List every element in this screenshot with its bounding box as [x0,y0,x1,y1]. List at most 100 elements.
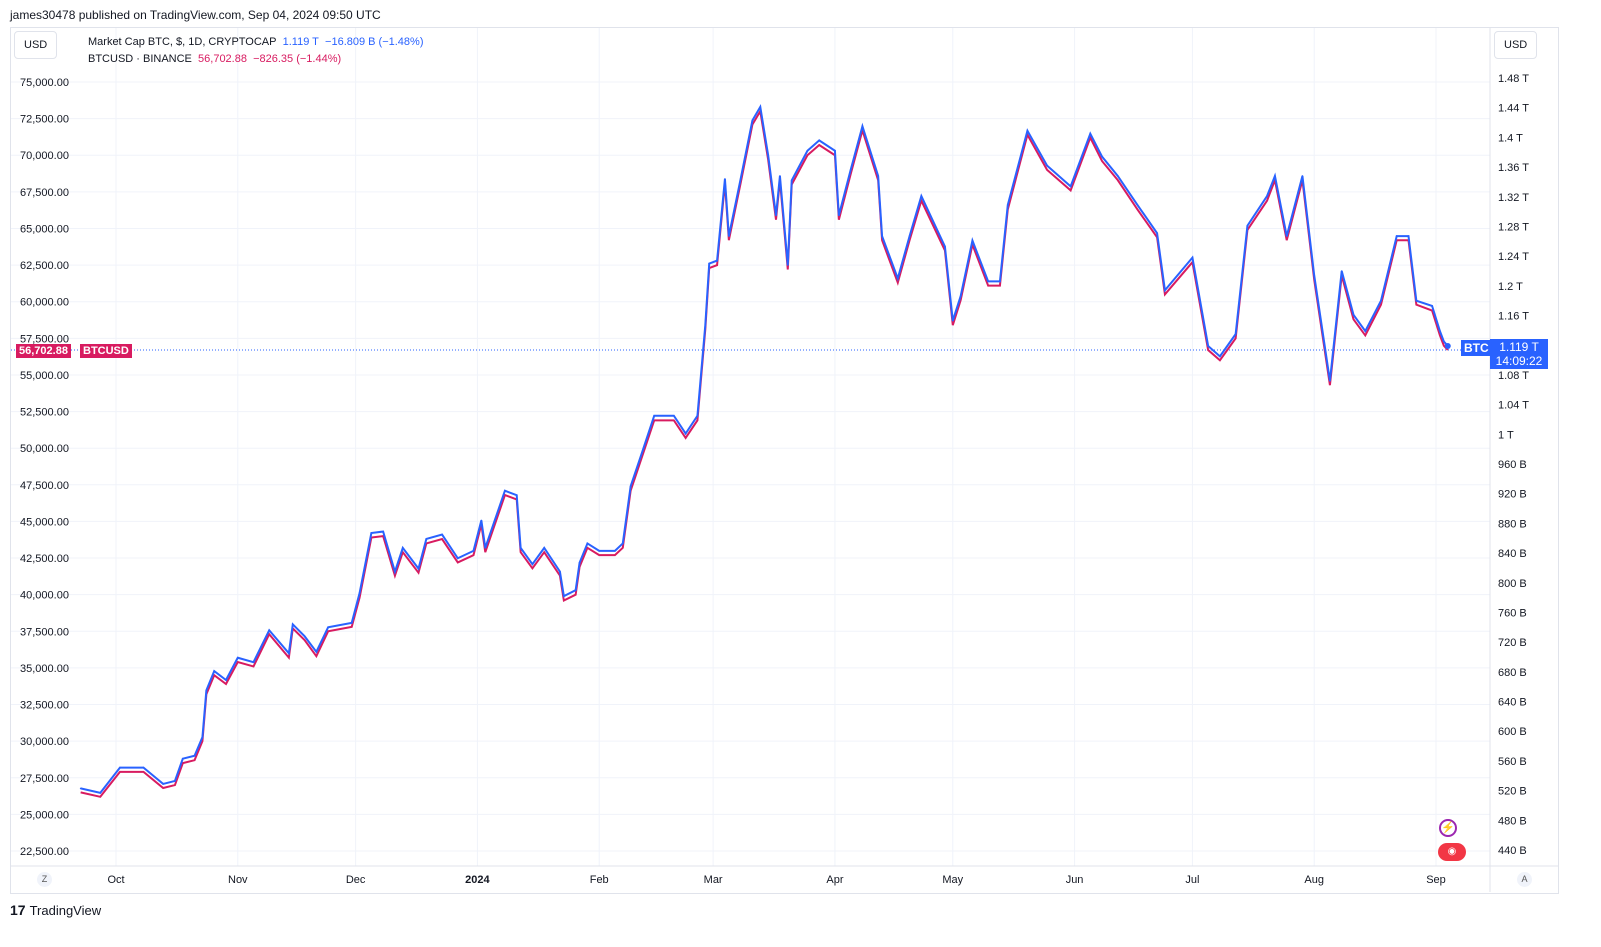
legend-market-cap[interactable]: Market Cap BTC, $, 1D, CRYPTOCAP 1.119 T… [88,34,424,51]
market-cap-point [1443,340,1445,343]
left-tick-label: 25,000.00 [20,809,69,821]
right-tick-label: 1.32 T [1498,192,1529,204]
market-cap-point [614,550,616,552]
market-cap-point [790,179,793,182]
x-tick-label: 2024 [465,874,490,886]
right-tick-label: 480 B [1498,815,1527,827]
x-tick-label: Nov [228,874,248,886]
legend-series-value: 56,702.88 [198,53,247,65]
right-tick-label: 880 B [1498,518,1527,530]
right-tick-label: 760 B [1498,607,1527,619]
market-cap-point [574,589,577,591]
chart-frame [10,27,1559,894]
right-tick-label: 1.36 T [1498,162,1529,174]
x-tick-label: Aug [1304,874,1324,886]
market-cap-point [724,178,726,180]
auto-scale-z-button[interactable]: Z [37,872,52,887]
market-cap-point [759,106,762,108]
market-cap-point [598,550,601,552]
lightning-event-icon[interactable]: ⚡ [1439,819,1457,837]
market-cap-point [1207,345,1209,347]
market-cap-point [779,175,781,177]
market-cap-point [684,432,687,435]
legend-series-name: Market Cap BTC, $, 1D, CRYPTOCAP [88,36,277,48]
right-tick-label: 1.4 T [1498,132,1523,144]
market-cap-point [213,670,216,672]
market-cap-point [370,532,373,534]
left-tick-label: 45,000.00 [20,516,69,528]
market-cap-point [629,485,632,488]
market-cap-point [896,277,899,280]
market-cap-point [696,414,699,417]
market-cap-point [1191,256,1194,259]
market-cap-point [971,239,974,242]
market-cap-point [1101,155,1103,158]
market-cap-point [504,489,506,492]
market-cap-point [303,635,306,638]
market-cap-point [1219,355,1221,358]
x-tick-label: Apr [826,874,843,886]
cap-tag-countdown: 14:09:22 [1495,354,1543,368]
left-tick-label: 57,500.00 [20,333,69,345]
auto-scale-a-button[interactable]: A [1517,872,1532,887]
right-currency-button[interactable]: USD [1494,31,1538,59]
market-cap-point [225,679,227,681]
market-cap-point [1352,313,1355,316]
legend-btcusd[interactable]: BTCUSD · BINANCE 56,702.88 −826.35 (−1.4… [88,51,424,68]
left-tick-label: 32,500.00 [20,700,69,712]
market-cap-point [1274,175,1276,177]
market-cap-point [1395,235,1398,237]
right-tick-label: 1.24 T [1498,251,1529,263]
market-cap-point [1006,204,1009,206]
x-tick-label: Sep [1426,874,1446,886]
left-tick-label: 65,000.00 [20,223,69,235]
market-cap-point [751,119,754,122]
market-cap-point [205,689,208,692]
market-cap-point [775,214,777,217]
right-tick-label: 1 T [1498,429,1514,441]
left-tick-label: 37,500.00 [20,626,69,638]
market-cap-point [951,319,954,322]
market-cap-point [291,623,294,626]
last-value-marker [1444,342,1451,349]
market-cap-point [1089,132,1092,135]
us-flag-event-icon[interactable]: ◉ [1438,843,1466,861]
market-cap-point [1415,299,1418,302]
x-tick-label: Dec [346,874,366,886]
left-currency-button[interactable]: USD [14,31,58,59]
left-tick-label: 67,500.00 [20,187,69,199]
legend-series-change: −16.809 B (−1.48%) [325,36,424,48]
market-cap-point [849,169,852,171]
market-cap-point [563,595,565,597]
right-tick-label: 440 B [1498,845,1527,857]
x-tick-label: Feb [590,874,609,886]
market-cap-point [728,235,730,237]
market-cap-point [1380,299,1382,302]
market-cap-point [1364,330,1367,332]
market-cap-point [193,754,196,757]
market-cap-point [786,264,789,266]
market-cap-point [162,783,164,785]
market-cap-point [382,530,384,533]
market-cap-point [908,235,911,237]
price-tag-symbol: BTCUSD [80,344,132,358]
market-cap-point [559,570,561,573]
right-tick-label: 680 B [1498,667,1527,679]
market-cap-point [578,561,581,564]
market-cap-point [456,557,459,560]
right-tick-label: 1.28 T [1498,221,1529,233]
market-cap-point [201,736,204,738]
market-cap-point [441,533,443,536]
left-tick-label: 42,500.00 [20,553,69,565]
market-cap-point [1116,175,1119,177]
right-tick-label: 1.48 T [1498,73,1529,85]
market-cap-point [818,139,821,142]
market-cap-point [99,792,102,794]
footer-logo[interactable]: 17 TradingView [10,902,101,918]
right-tick-label: 800 B [1498,578,1527,590]
right-tick-label: 1.16 T [1498,311,1529,323]
tradingview-logo-icon: 17 [10,902,26,918]
market-cap-point [1136,204,1139,206]
market-cap-point [586,542,589,545]
